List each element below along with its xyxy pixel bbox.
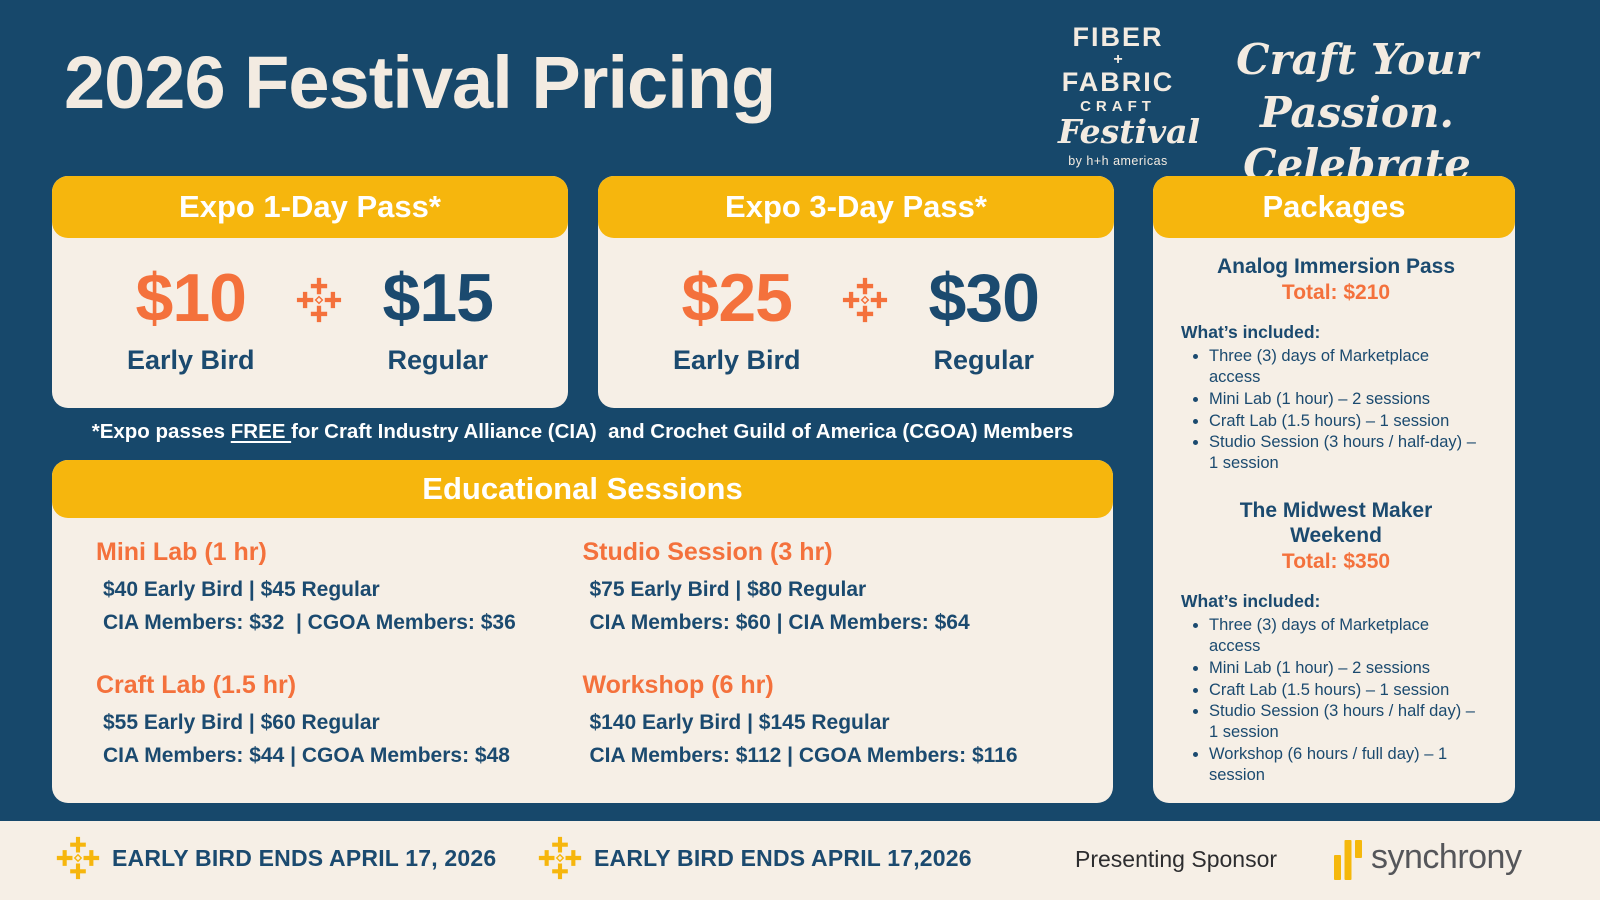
regular-price: $30	[928, 260, 1040, 336]
logo-craft: CRAFT	[1080, 98, 1156, 115]
session-members-pricing: CIA Members: $44 | CGOA Members: $48	[103, 743, 510, 767]
session-pricing: $40 Early Bird | $45 Regular	[103, 578, 380, 601]
session-name: Workshop (6 hr)	[582, 671, 774, 700]
logo-byline: by h+h americas	[1068, 154, 1168, 168]
session-workshop: Workshop (6 hr) $140 Early Bird | $145 R…	[583, 671, 1070, 772]
package-bullet: Three (3) days of Marketplace access	[1209, 346, 1481, 388]
sparkle-icon	[537, 835, 583, 881]
package-bullet: Mini Lab (1 hour) – 2 sessions	[1209, 389, 1481, 410]
synchrony-bars-icon	[1334, 840, 1362, 880]
package-name: Analog Immersion Pass	[1216, 255, 1456, 278]
early-bird-column: $10 Early Bird	[127, 264, 255, 376]
educational-sessions-card: Educational Sessions Mini Lab (1 hr) $40…	[52, 460, 1113, 803]
tagline-line1: Craft Your Passion.	[1236, 35, 1478, 137]
package-bullet: Three (3) days of Marketplace access	[1209, 615, 1481, 657]
package-analog-immersion: Analog Immersion Pass Total: $210 What’s…	[1181, 254, 1491, 474]
footer-bar: EARLY BIRD ENDS APRIL 17, 2026 EARLY BIR…	[0, 821, 1600, 900]
regular-label: Regular	[933, 345, 1035, 375]
logo-fabric: FABRIC	[1061, 67, 1175, 97]
package-included-label: What’s included:	[1181, 591, 1321, 612]
session-members-pricing: CIA Members: $32 | CGOA Members: $36	[103, 610, 516, 634]
early-bird-deadline-2: EARLY BIRD ENDS APRIL 17,2026	[594, 845, 972, 871]
package-midwest-maker-weekend: The Midwest Maker Weekend Total: $350 Wh…	[1181, 498, 1491, 786]
expo-free-note: *Expo passes FREE for Craft Industry All…	[52, 420, 1113, 444]
session-name: Mini Lab (1 hr)	[96, 538, 267, 566]
session-members-pricing: CIA Members: $60 | CIA Members: $64	[589, 610, 970, 634]
sparkle-icon	[295, 276, 343, 324]
logo-fiber: FIBER	[1072, 22, 1164, 52]
festival-logo: FIBER + FABRIC CRAFT Festival by h+h ame…	[1058, 22, 1201, 168]
sparkle-icon	[55, 835, 101, 881]
expo-1day-price-row: $10 Early Bird $15 Regular	[52, 238, 568, 376]
regular-label: Regular	[387, 345, 489, 375]
session-name: Studio Session (3 hr)	[582, 538, 833, 566]
package-included-list: Three (3) days of Marketplace access Min…	[1181, 615, 1481, 785]
early-bird-price: $25	[681, 260, 793, 336]
presenting-sponsor-label: Presenting Sponsor	[1075, 846, 1278, 872]
logo-plus-icon: +	[1113, 51, 1123, 68]
early-bird-column: $25 Early Bird	[673, 264, 801, 376]
package-total: Total: $350	[1281, 550, 1391, 574]
packages-body: Analog Immersion Pass Total: $210 What’s…	[1153, 238, 1515, 787]
note-free-highlight: FREE	[230, 420, 292, 443]
session-craft-lab: Craft Lab (1.5 hr) $55 Early Bird | $60 …	[96, 671, 583, 772]
session-pricing: $55 Early Bird | $60 Regular	[103, 711, 380, 735]
package-name: The Midwest Maker Weekend	[1239, 498, 1433, 548]
regular-column: $15 Regular	[382, 260, 494, 376]
expo-3day-price-row: $25 Early Bird $30 Regular	[598, 238, 1114, 376]
package-included-list: Three (3) days of Marketplace access Min…	[1181, 346, 1481, 474]
note-prefix: *Expo passes	[91, 420, 231, 443]
expo-3day-pass-header: Expo 3-Day Pass*	[598, 176, 1114, 238]
session-studio-session: Studio Session (3 hr) $75 Early Bird | $…	[583, 538, 1070, 639]
session-pricing: $140 Early Bird | $145 Regular	[589, 711, 890, 735]
package-bullet: Studio Session (3 hours / half-day) – 1 …	[1209, 432, 1481, 474]
session-name: Craft Lab (1.5 hr)	[96, 671, 297, 700]
session-members-pricing: CIA Members: $112 | CGOA Members: $116	[589, 743, 1018, 767]
package-bullet: Craft Lab (1.5 hours) – 1 session	[1209, 411, 1481, 432]
synchrony-wordmark: synchrony	[1371, 838, 1522, 876]
educational-sessions-grid: Mini Lab (1 hr) $40 Early Bird | $45 Reg…	[52, 518, 1113, 772]
package-bullet: Craft Lab (1.5 hours) – 1 session	[1209, 680, 1481, 701]
expo-1day-pass-header: Expo 1-Day Pass*	[52, 176, 568, 238]
package-bullet: Workshop (6 hours / full day) – 1 sessio…	[1209, 744, 1481, 786]
session-pricing: $75 Early Bird | $80 Regular	[589, 578, 867, 601]
page-title: 2026 Festival Pricing	[64, 41, 776, 124]
expo-1day-pass-card: Expo 1-Day Pass* $10 Early Bird $15 Regu…	[52, 176, 568, 408]
package-total: Total: $210	[1281, 281, 1391, 305]
early-bird-label: Early Bird	[126, 345, 255, 375]
note-suffix: for Craft Industry Alliance (CIA) and Cr…	[291, 420, 1074, 443]
session-mini-lab: Mini Lab (1 hr) $40 Early Bird | $45 Reg…	[96, 538, 583, 639]
package-bullet: Mini Lab (1 hour) – 2 sessions	[1209, 658, 1481, 679]
educational-sessions-header: Educational Sessions	[52, 460, 1113, 518]
package-included-label: What’s included:	[1181, 322, 1321, 343]
early-bird-price: $10	[135, 260, 247, 336]
early-bird-label: Early Bird	[672, 345, 801, 375]
package-bullet: Studio Session (3 hours / half day) – 1 …	[1209, 701, 1481, 743]
packages-card: Packages Analog Immersion Pass Total: $2…	[1153, 176, 1515, 803]
regular-price: $15	[382, 260, 494, 336]
synchrony-logo: synchrony	[1333, 834, 1522, 886]
sparkle-icon	[841, 276, 889, 324]
logo-festival-script: Festival	[1058, 112, 1201, 151]
early-bird-deadline-1: EARLY BIRD ENDS APRIL 17, 2026	[112, 845, 497, 871]
expo-3day-pass-card: Expo 3-Day Pass* $25 Early Bird $30 Regu…	[598, 176, 1114, 408]
regular-column: $30 Regular	[928, 260, 1040, 376]
packages-header: Packages	[1153, 176, 1515, 238]
